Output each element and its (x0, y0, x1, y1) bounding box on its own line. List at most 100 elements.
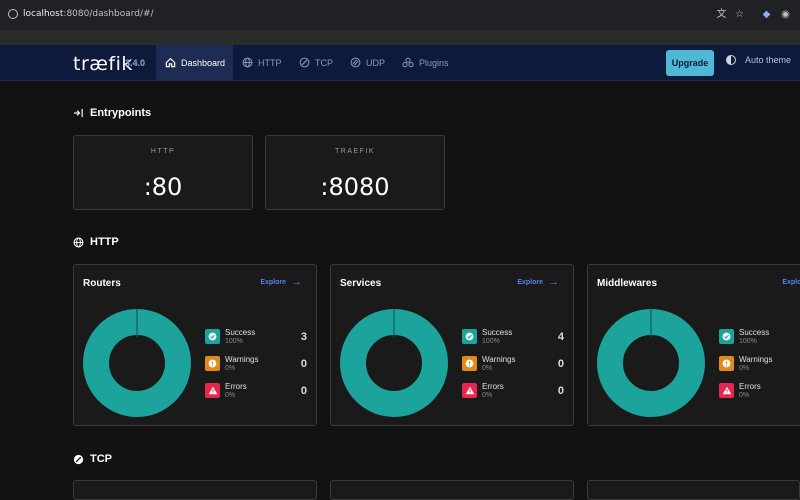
arrow-right-icon: → (548, 276, 559, 288)
nav-tcp[interactable]: TCP (299, 45, 333, 80)
success-label: Success (739, 328, 770, 337)
version-badge: 3.4.0 (125, 58, 146, 68)
globe-icon (73, 237, 84, 247)
entrypoint-card-http[interactable]: HTTP :80 (73, 135, 253, 210)
success-stat: Success 100% (719, 328, 800, 348)
explore-label: Explore (260, 279, 286, 286)
nav-http[interactable]: HTTP (242, 45, 282, 80)
card-title: Middlewares (597, 278, 658, 289)
upgrade-button[interactable]: Upgrade (666, 50, 714, 76)
warning-icon (719, 356, 734, 371)
routers-card: Routers Explore → Success 100% 3 Warnings… (73, 264, 317, 426)
success-count: 3 (300, 331, 307, 343)
success-percent: 100% (225, 338, 243, 345)
errors-count: 0 (557, 385, 564, 397)
errors-percent: 0% (225, 392, 236, 399)
error-triangle-icon (719, 383, 734, 398)
nav-udp[interactable]: UDP (350, 45, 385, 80)
error-triangle-icon (205, 383, 220, 398)
theme-icon (726, 55, 736, 65)
entrypoints-section-title: Entrypoints (73, 107, 151, 119)
explore-label: Explore (517, 279, 543, 286)
top-navigation: træfik 3.4.0 Dashboard HTTP TCP UDP Plug… (0, 45, 800, 81)
browser-address-bar: localhost:8080/dashboard/#/ 文 ☆ ◆ ◉ (0, 0, 800, 30)
entrypoints-title: Entrypoints (90, 107, 152, 119)
entrypoint-port: :80 (143, 173, 183, 201)
warnings-label: Warnings (225, 355, 259, 364)
nav-udp-label: UDP (366, 57, 386, 68)
warnings-count: 0 (557, 358, 564, 370)
errors-stat: Errors 0% 0 (205, 382, 307, 402)
tcp-icon (299, 57, 310, 68)
home-icon (165, 57, 176, 68)
theme-toggle-label: Auto theme (745, 55, 792, 65)
warnings-stat: Warnings 0% 0 (462, 355, 564, 375)
url-host: localhost (23, 9, 64, 19)
success-percent: 100% (739, 338, 757, 345)
success-check-icon (205, 329, 220, 344)
success-label: Success (482, 328, 513, 337)
traefik-logo[interactable]: træfik (73, 53, 133, 75)
warnings-stat: Warnings 0% (719, 355, 800, 375)
entrypoint-name: TRAEFIK (334, 148, 376, 155)
explore-link[interactable]: Explore → (260, 276, 302, 288)
plugins-icon (402, 57, 414, 68)
success-label: Success (225, 328, 256, 337)
tcp-card (73, 480, 317, 500)
status-donut-chart (83, 309, 191, 417)
success-count: 4 (557, 331, 564, 343)
success-stat: Success 100% 3 (205, 328, 307, 348)
nav-tcp-label: TCP (315, 57, 333, 68)
explore-label: Explore (782, 279, 800, 286)
bookmark-star-icon[interactable]: ☆ (735, 9, 744, 20)
warning-icon (462, 356, 477, 371)
nav-dashboard-label: Dashboard (181, 57, 226, 68)
entrypoint-arrow-icon (73, 108, 83, 118)
site-info-icon[interactable] (8, 9, 18, 19)
warnings-percent: 0% (739, 365, 750, 372)
card-title: Services (340, 278, 382, 289)
browser-toolbar-strip (0, 30, 800, 45)
url-path: :8080/dashboard/#/ (63, 9, 154, 19)
theme-toggle[interactable]: Auto theme (726, 55, 791, 65)
middlewares-card: Middlewares Explore Success 100% Warning… (587, 264, 800, 426)
globe-icon (242, 57, 253, 68)
warning-icon (205, 356, 220, 371)
success-check-icon (719, 329, 734, 344)
http-title: HTTP (90, 236, 119, 248)
errors-percent: 0% (482, 392, 493, 399)
success-percent: 100% (482, 338, 500, 345)
errors-percent: 0% (739, 392, 750, 399)
extension-icon[interactable]: ◆ (762, 9, 771, 20)
warnings-percent: 0% (225, 365, 236, 372)
entrypoint-name: HTTP (150, 148, 176, 155)
warnings-label: Warnings (739, 355, 773, 364)
entrypoint-port: :8080 (320, 173, 390, 201)
tcp-card (587, 480, 800, 500)
address-url[interactable]: localhost:8080/dashboard/#/ (23, 9, 154, 19)
nav-http-label: HTTP (258, 57, 282, 68)
success-stat: Success 100% 4 (462, 328, 564, 348)
explore-link[interactable]: Explore (782, 279, 800, 286)
warnings-stat: Warnings 0% 0 (205, 355, 307, 375)
nav-dashboard[interactable]: Dashboard (156, 45, 233, 80)
tcp-icon (73, 454, 84, 464)
explore-link[interactable]: Explore → (517, 276, 559, 288)
profile-icon[interactable]: ◉ (781, 9, 790, 20)
tcp-card (330, 480, 574, 500)
success-check-icon (462, 329, 477, 344)
errors-stat: Errors 0% 0 (462, 382, 564, 402)
card-title: Routers (83, 278, 121, 289)
errors-label: Errors (739, 382, 761, 391)
nav-plugins[interactable]: Plugins (402, 45, 449, 80)
errors-count: 0 (300, 385, 307, 397)
entrypoint-card-traefik[interactable]: TRAEFIK :8080 (265, 135, 445, 210)
arrow-right-icon: → (291, 276, 302, 288)
udp-icon (350, 57, 361, 68)
status-donut-chart (340, 309, 448, 417)
error-triangle-icon (462, 383, 477, 398)
errors-label: Errors (225, 382, 247, 391)
http-section-title: HTTP (73, 236, 119, 248)
tcp-title: TCP (90, 453, 112, 465)
translate-icon[interactable]: 文 (716, 9, 727, 20)
